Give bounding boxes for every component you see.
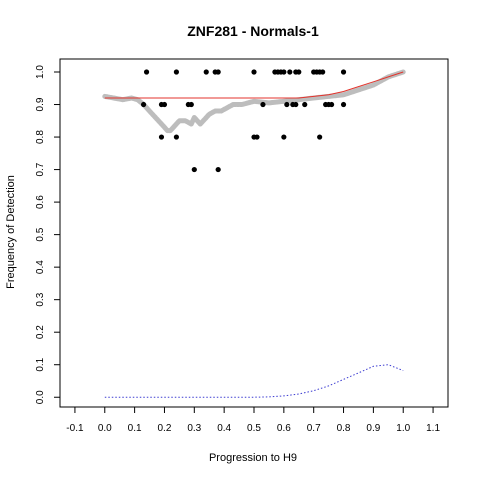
scatter-point <box>260 101 266 108</box>
y-tick-label: 0.7 <box>35 162 46 176</box>
y-tick-label: 0.5 <box>35 227 46 241</box>
chart-title: ZNF281 - Normals-1 <box>187 23 319 39</box>
x-tick-label: 0.6 <box>277 423 291 434</box>
scatter-point <box>173 134 179 140</box>
scatter-point <box>293 101 299 108</box>
y-tick-label: 0.8 <box>35 130 46 144</box>
y-axis-label: Frequency of Detection <box>5 175 17 289</box>
x-tick-label: 0.2 <box>158 423 172 434</box>
x-tick-label: 0.3 <box>187 423 201 434</box>
scatter-point <box>188 101 194 108</box>
scatter-point <box>320 69 326 75</box>
x-tick-label: 0.4 <box>217 423 231 434</box>
scatter-point <box>215 69 221 75</box>
x-tick-label: 1.0 <box>396 423 410 434</box>
y-tick-label: 0.6 <box>35 195 46 209</box>
x-tick-label: 0.8 <box>337 423 351 434</box>
scatter-point <box>251 69 257 75</box>
scatter-point <box>140 101 147 108</box>
scatter-point <box>281 134 287 140</box>
x-axis-label: Progression to H9 <box>209 452 297 464</box>
y-axis: 0.0 0.1 0.2 0.3 0.4 0.5 0.6 0.7 0.8 0.9 1.0 <box>35 65 60 404</box>
series-layer <box>102 69 406 398</box>
y-tick-label: 0.2 <box>35 325 46 339</box>
scatter-point <box>302 101 308 108</box>
scatter-point <box>317 134 323 140</box>
scatter-point <box>173 69 179 75</box>
y-tick-label: 0.0 <box>35 390 46 404</box>
x-tick-label: -0.1 <box>66 423 84 434</box>
red-trend-line <box>104 71 404 99</box>
y-tick-label: 0.1 <box>35 357 46 371</box>
scatter-point <box>254 134 260 140</box>
scatter-point <box>340 69 347 75</box>
gray-smoothed-line <box>102 69 406 134</box>
scatter-point <box>281 69 287 75</box>
scatter-point <box>161 101 168 108</box>
x-tick-label: 0.9 <box>366 423 380 434</box>
scatter-point <box>215 166 221 173</box>
blue-density-line <box>104 364 404 398</box>
scatter-point <box>284 101 290 108</box>
scatter-point <box>296 69 302 75</box>
x-tick-label: 1.1 <box>426 423 440 434</box>
scatter-point <box>203 69 209 75</box>
scatter-point <box>191 166 197 173</box>
scatter-point <box>340 101 347 108</box>
plot-frame <box>59 58 449 408</box>
y-tick-label: 0.9 <box>35 97 46 111</box>
x-tick-label: 0.1 <box>128 423 142 434</box>
x-tick-label: 0.5 <box>247 423 261 434</box>
scatter-point <box>287 69 293 75</box>
x-tick-label: 0.0 <box>98 423 112 434</box>
y-tick-label: 0.3 <box>35 292 46 306</box>
scatter-point <box>143 69 150 75</box>
scatter-point <box>158 134 165 140</box>
y-tick-label: 1.0 <box>35 65 46 79</box>
scatter-point <box>329 101 335 108</box>
x-axis: -0.1 0.0 0.1 0.2 0.3 0.4 0.5 0.6 0.7 0.8 0.9 1.0 1.1 <box>66 407 440 434</box>
x-tick-label: 0.7 <box>307 423 321 434</box>
y-tick-label: 0.4 <box>35 260 46 274</box>
